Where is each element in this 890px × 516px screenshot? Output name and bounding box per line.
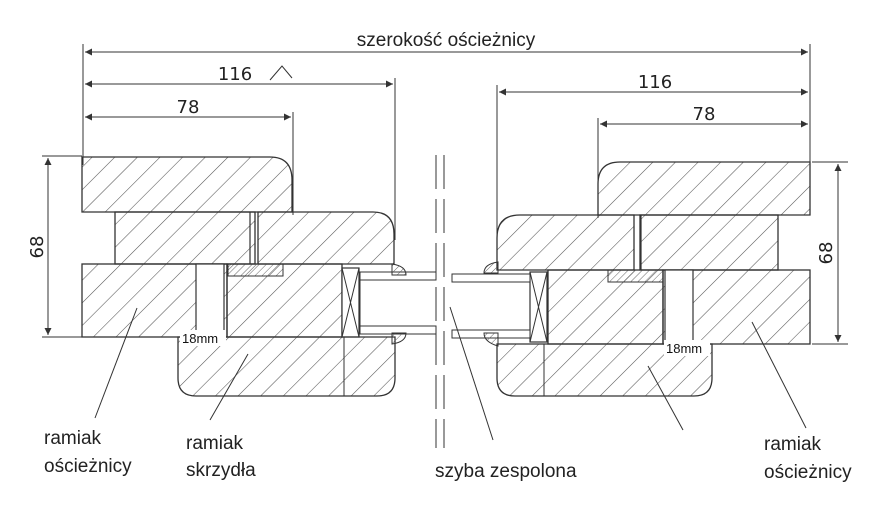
left-height-dimension: 68 — [27, 155, 82, 338]
right-gap-label: 18mm — [666, 341, 702, 356]
right-height-label: 68 — [816, 242, 837, 265]
break-lines — [435, 155, 445, 448]
glass-label: szyba zespolona — [435, 461, 577, 482]
left-frame-width-label: 116 — [218, 64, 252, 85]
right-frame-width-dimension: 116 — [496, 72, 808, 240]
left-height-label: 68 — [27, 236, 48, 259]
left-frame-width-dimension: 116 — [85, 64, 396, 240]
overall-width-label: szerokość ościeżnicy — [357, 30, 536, 51]
right-height-dimension: 68 — [812, 161, 848, 345]
left-frame-label-line2: ościeżnicy — [44, 456, 132, 477]
left-sash-width-dimension: 78 — [85, 97, 294, 215]
right-assembly — [451, 161, 811, 397]
right-frame-label-line1: ramiak — [764, 434, 822, 455]
left-gap-label: 18mm — [182, 331, 218, 346]
sash-label-line1: ramiak — [186, 433, 244, 454]
right-sash-width-label: 78 — [693, 104, 716, 125]
right-sash-width-dimension: 78 — [597, 104, 808, 218]
right-frame-width-label: 116 — [638, 72, 672, 93]
hand-mark-icon — [269, 65, 293, 81]
overall-width-dimension: szerokość ościeżnicy — [82, 28, 811, 165]
left-frame-label-line1: ramiak — [44, 428, 102, 449]
sash-label-line2: skrzydła — [186, 460, 256, 481]
left-sash-width-label: 78 — [177, 97, 200, 118]
left-assembly — [81, 156, 437, 397]
leader-lines — [94, 306, 807, 441]
right-frame-label-line2: ościeżnicy — [764, 462, 852, 483]
